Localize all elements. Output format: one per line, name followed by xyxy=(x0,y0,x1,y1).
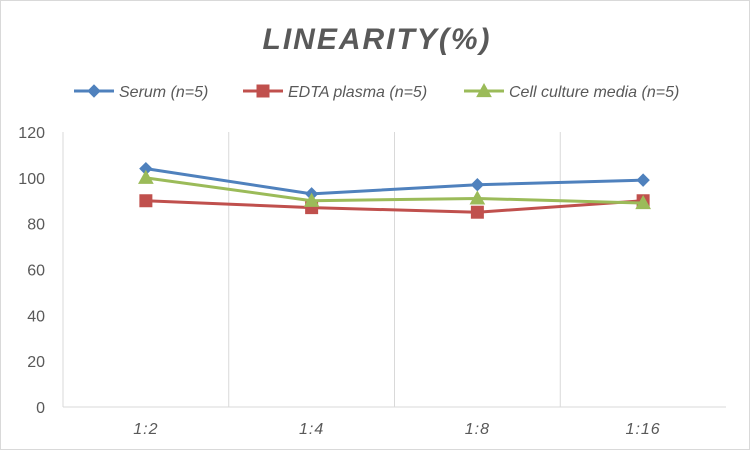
y-tick-label: 120 xyxy=(18,125,45,142)
legend-label: EDTA plasma (n=5) xyxy=(288,84,427,101)
y-tick-label: 0 xyxy=(36,400,45,417)
x-tick-label: 1:4 xyxy=(299,421,324,438)
series-layer xyxy=(138,161,651,219)
legend-marker xyxy=(87,84,101,98)
x-tick-label: 1:8 xyxy=(465,421,490,438)
y-tick-label: 20 xyxy=(27,354,45,371)
x-tick-label: 1:16 xyxy=(626,421,661,438)
legend-label: Cell culture media (n=5) xyxy=(509,84,679,101)
y-tick-label: 100 xyxy=(18,171,45,188)
x-tick-label: 1:2 xyxy=(133,421,158,438)
data-point xyxy=(470,205,484,219)
data-point xyxy=(138,169,154,184)
data-point xyxy=(636,173,650,187)
legend-marker xyxy=(476,82,492,98)
y-tick-label: 60 xyxy=(27,263,45,280)
legend: Serum (n=5) EDTA plasma (n=5) Cell culture… xyxy=(74,82,679,101)
y-tick-label: 80 xyxy=(27,217,45,234)
chart-title: LINEARITY(%) xyxy=(263,23,492,56)
series-line xyxy=(145,176,644,205)
legend-item-2: EDTA plasma (n=5) xyxy=(243,84,427,101)
data-point xyxy=(469,190,486,205)
series-3 xyxy=(138,169,651,210)
y-tick-label: 40 xyxy=(27,308,45,325)
legend-item-3: Cell culture media (n=5) xyxy=(464,82,679,101)
data-point xyxy=(139,194,153,208)
legend-marker xyxy=(256,84,270,98)
legend-item-1: Serum (n=5) xyxy=(74,84,208,101)
data-point xyxy=(470,178,485,192)
data-point xyxy=(635,195,651,210)
axes: 0 20 40 60 80 100 120 1:2 1:4 1:8 1:16 xyxy=(18,125,726,438)
gridlines xyxy=(228,132,561,407)
series-line xyxy=(145,167,644,196)
series-line xyxy=(145,199,644,214)
legend-label: Serum (n=5) xyxy=(119,84,208,101)
data-point xyxy=(303,192,320,207)
